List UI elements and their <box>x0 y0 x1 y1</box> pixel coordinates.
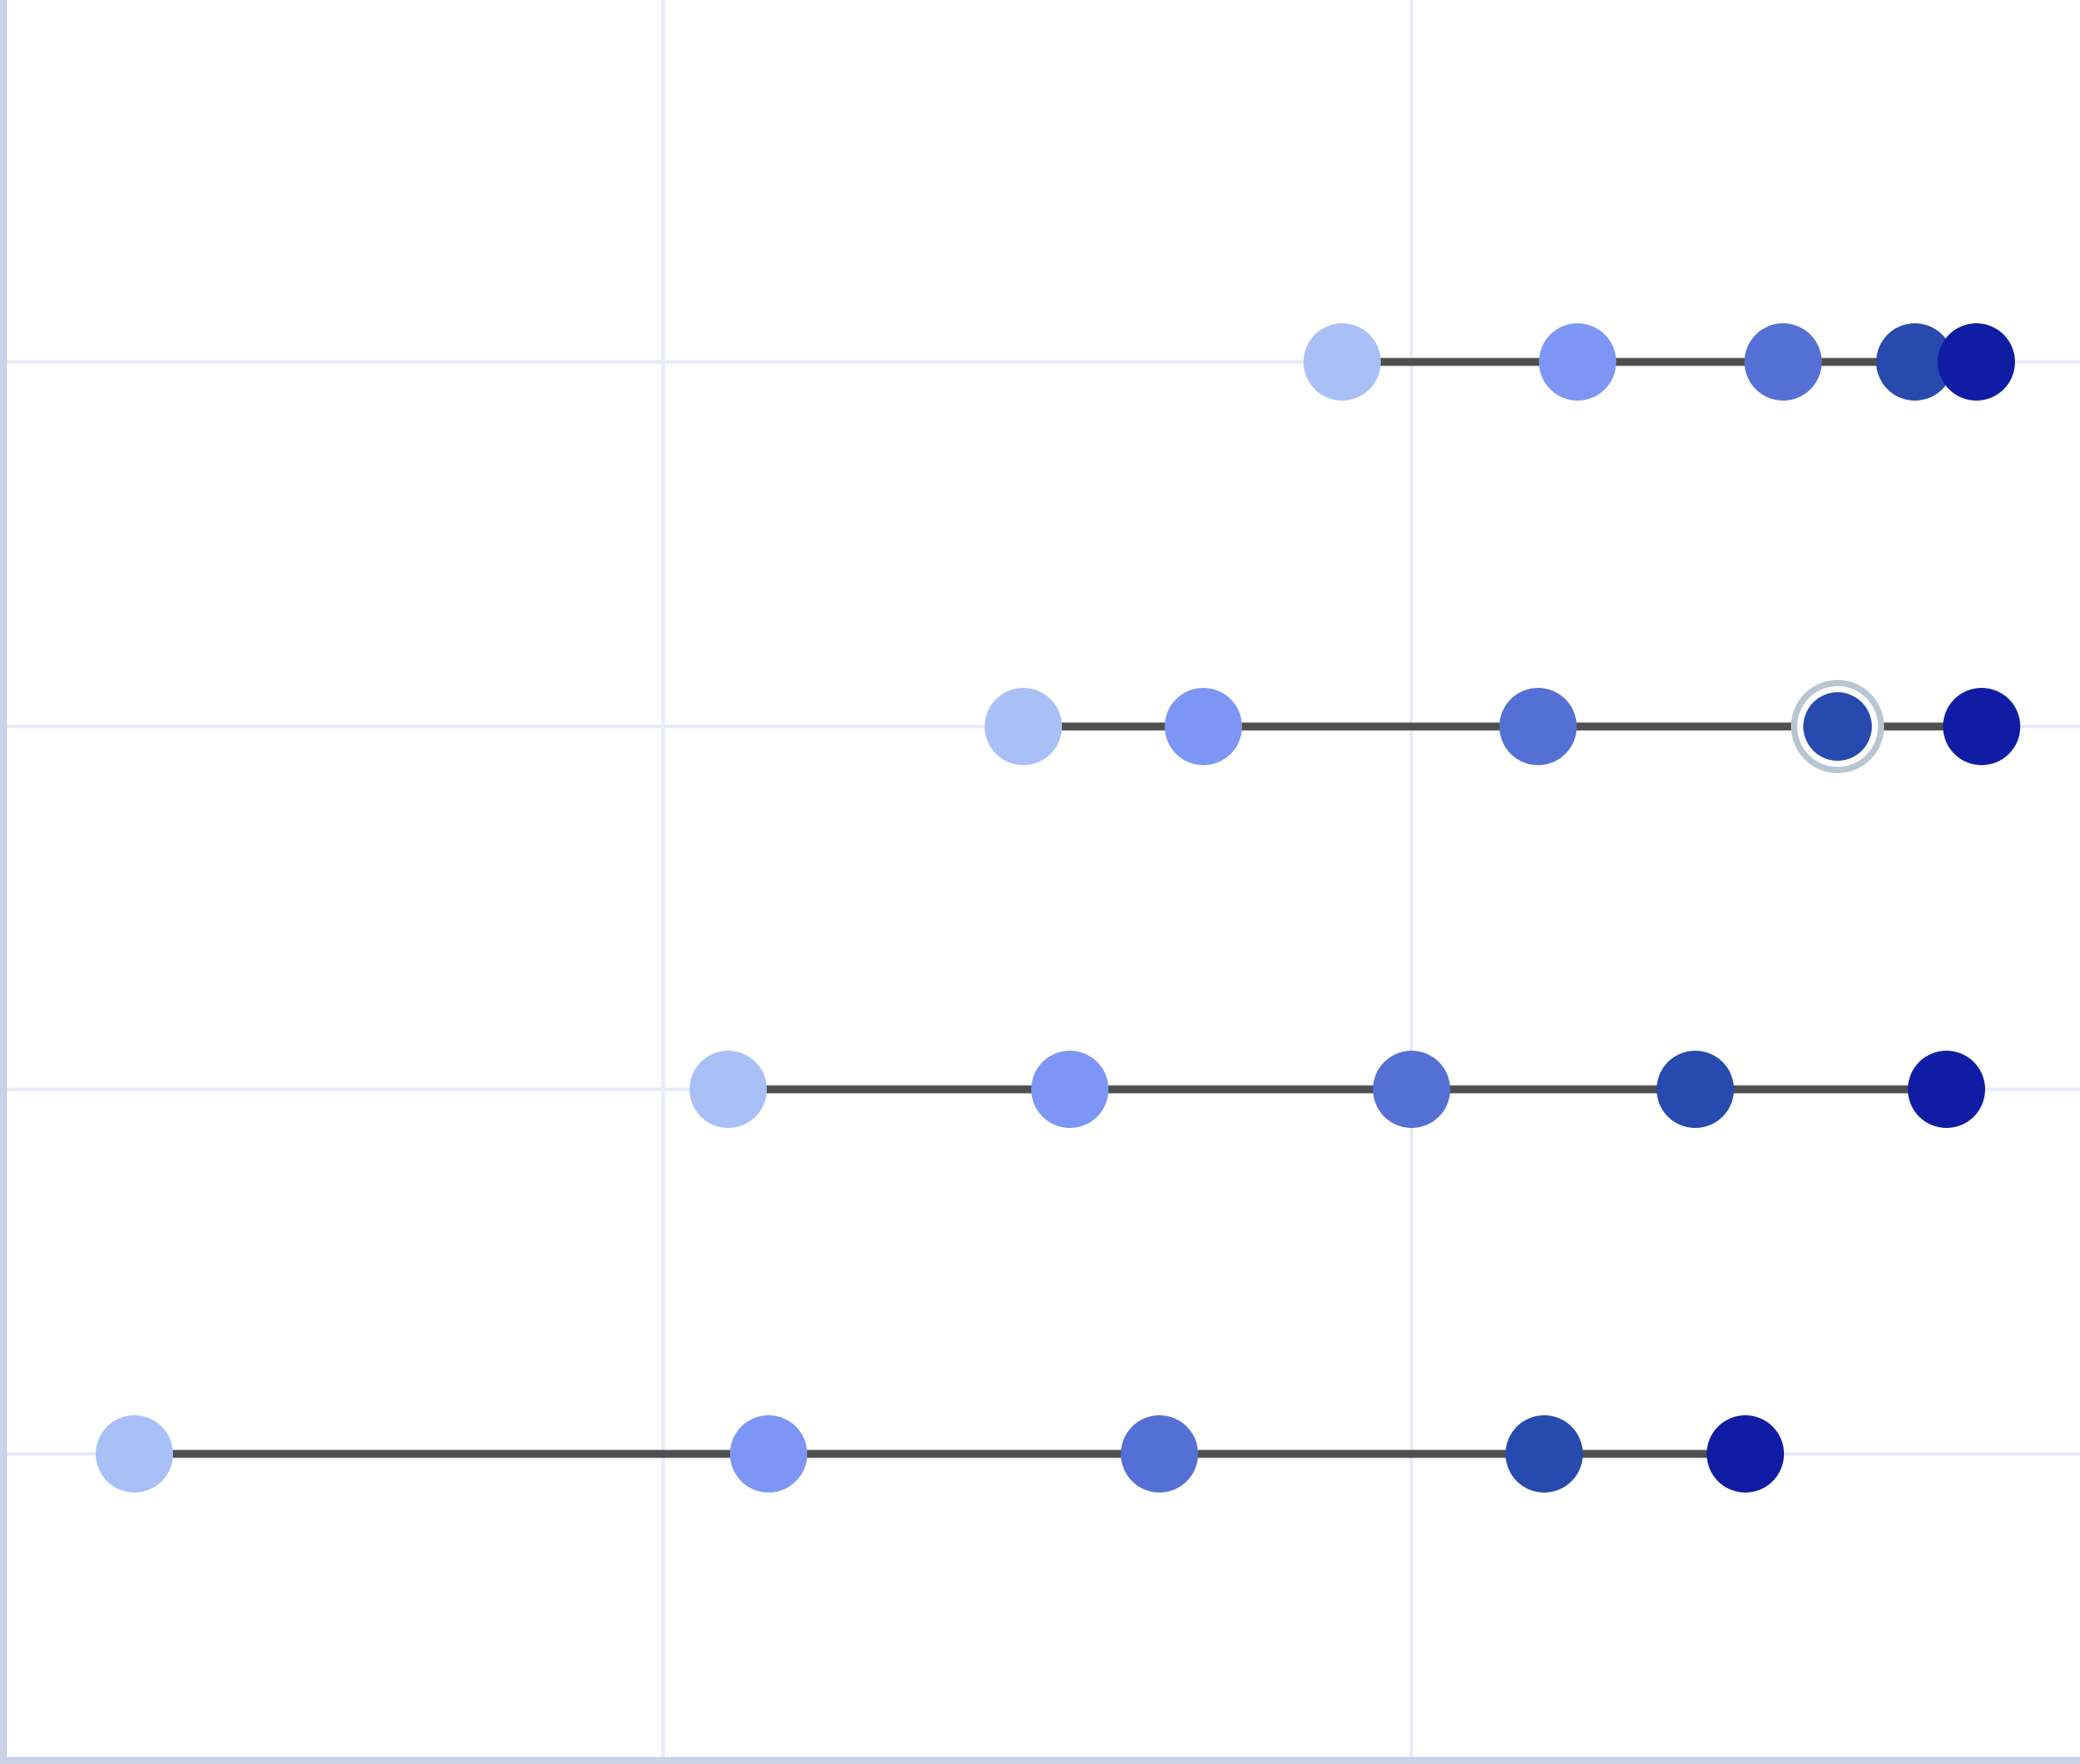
data-point[interactable] <box>1744 323 1822 401</box>
data-point[interactable] <box>1876 323 1954 401</box>
data-point[interactable] <box>1908 1051 1985 1128</box>
data-point[interactable] <box>1943 688 2020 765</box>
data-point[interactable] <box>1938 323 2015 401</box>
data-point[interactable] <box>1506 1415 1583 1493</box>
data-point[interactable] <box>1707 1415 1784 1493</box>
x-axis-line <box>0 1757 2080 1764</box>
data-point[interactable] <box>1539 323 1616 401</box>
data-point[interactable] <box>1121 1415 1198 1493</box>
data-point[interactable] <box>985 688 1062 765</box>
data-point[interactable] <box>1165 688 1242 765</box>
gridline-layer <box>7 0 2080 1757</box>
connector-layer <box>134 358 1982 1458</box>
data-point[interactable] <box>730 1415 807 1493</box>
data-point[interactable] <box>1031 1051 1109 1128</box>
y-axis-line <box>0 0 7 1764</box>
data-point-layer <box>96 323 2020 1493</box>
data-point[interactable] <box>96 1415 173 1493</box>
data-point[interactable] <box>690 1051 767 1128</box>
data-point[interactable] <box>1657 1051 1734 1128</box>
highlighted-data-point[interactable] <box>1791 680 1884 773</box>
data-point[interactable] <box>1304 323 1381 401</box>
data-point[interactable] <box>1803 692 1872 761</box>
data-point[interactable] <box>1499 688 1577 765</box>
data-point[interactable] <box>1373 1051 1450 1128</box>
